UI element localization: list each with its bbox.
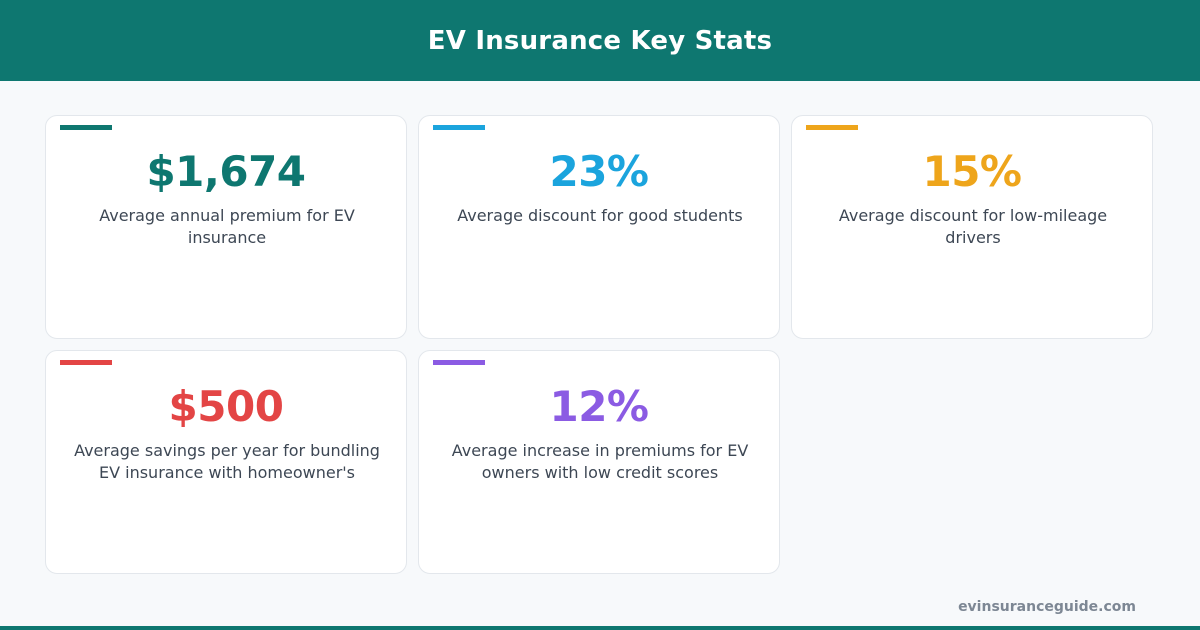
stat-label: Average discount for low-mileage drivers xyxy=(838,206,1108,247)
stat-card-good-student-discount: 23% Average discount for good students xyxy=(418,115,780,339)
header-banner: EV Insurance Key Stats xyxy=(0,0,1200,81)
stat-label: Average increase in premiums for EV owne… xyxy=(451,441,749,482)
stat-card-low-mileage-discount: 15% Average discount for low-mileage dri… xyxy=(791,115,1153,339)
site-url: evinsuranceguide.com xyxy=(958,599,1136,615)
stat-card-bundling-savings: $500 Average savings per year for bundli… xyxy=(45,350,407,574)
stat-value: 15% xyxy=(922,147,1022,196)
card-accent-bar xyxy=(60,125,112,130)
card-accent-bar xyxy=(433,125,485,130)
stat-value: $1,674 xyxy=(146,147,306,196)
stat-label: Average savings per year for bundling EV… xyxy=(74,441,380,482)
page-title: EV Insurance Key Stats xyxy=(427,25,773,56)
stat-value: 23% xyxy=(549,147,649,196)
footer-accent-bar xyxy=(0,626,1200,630)
card-accent-bar xyxy=(60,360,112,365)
stat-value: 12% xyxy=(549,382,649,431)
stat-label: Average annual premium for EV insurance xyxy=(99,206,355,247)
card-accent-bar xyxy=(433,360,485,365)
card-accent-bar xyxy=(806,125,858,130)
stat-card-annual-premium: $1,674 Average annual premium for EV ins… xyxy=(45,115,407,339)
stat-label: Average discount for good students xyxy=(457,206,743,225)
stat-card-low-credit-increase: 12% Average increase in premiums for EV … xyxy=(418,350,780,574)
stat-value: $500 xyxy=(168,382,284,431)
